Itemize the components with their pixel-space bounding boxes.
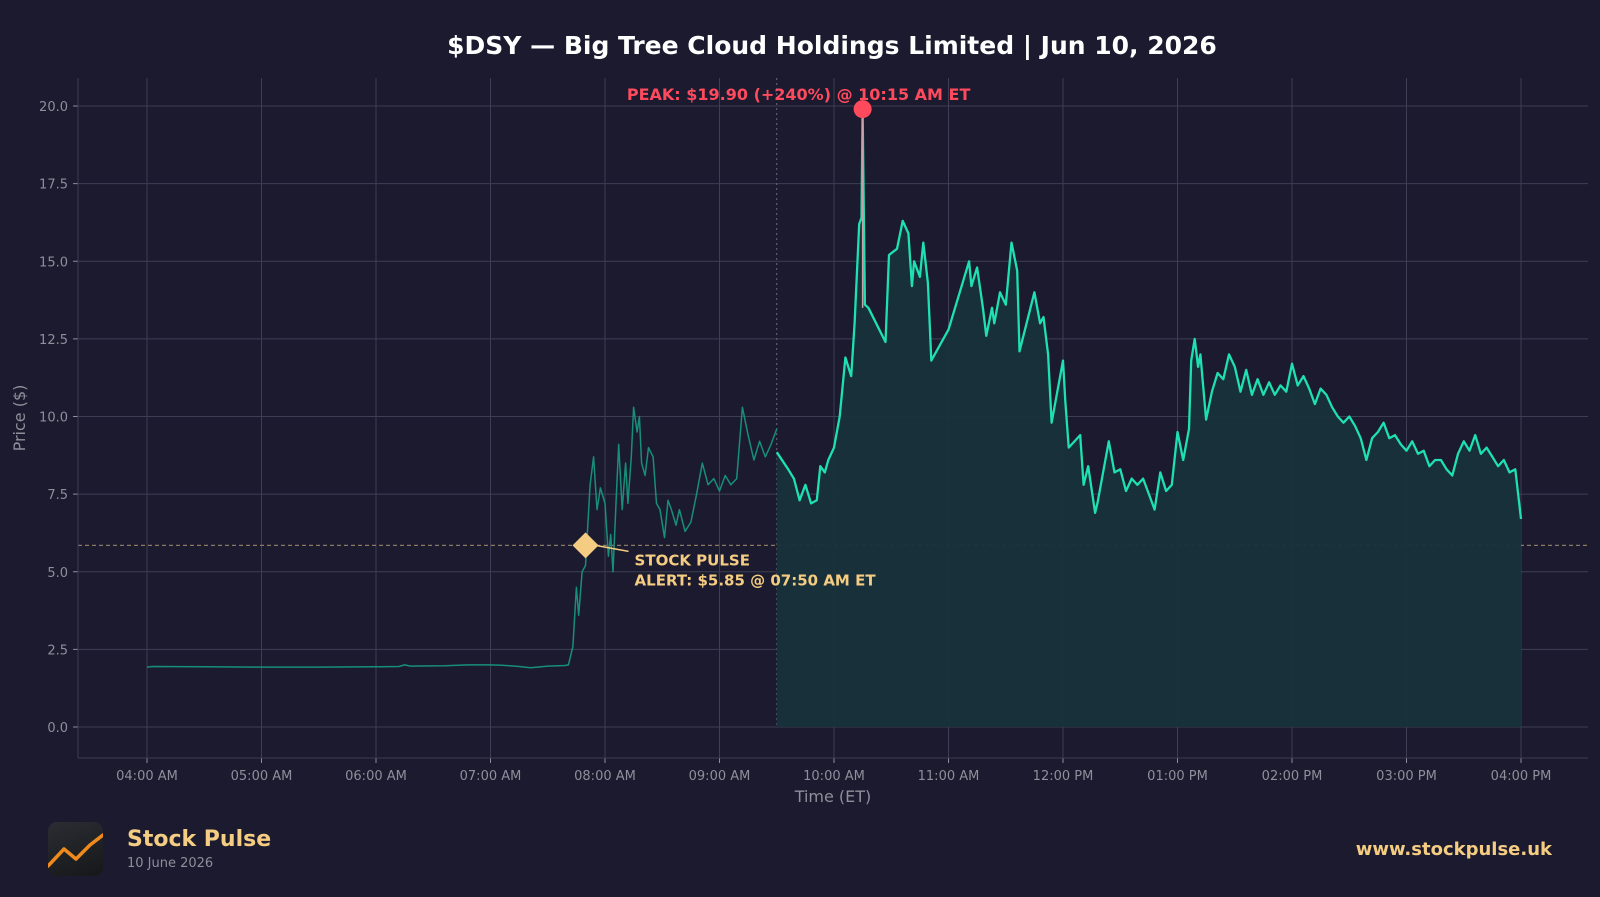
regular-session-fill bbox=[776, 109, 1521, 728]
y-tick-label: 0.0 bbox=[47, 721, 68, 736]
x-tick-label: 04:00 AM bbox=[116, 769, 178, 784]
chart-series bbox=[146, 107, 1523, 728]
footer-brand: Stock Pulse 10 June 2026 bbox=[48, 822, 271, 876]
x-tick-label: 09:00 AM bbox=[689, 769, 751, 784]
chart-title: $DSY — Big Tree Cloud Holdings Limited |… bbox=[447, 31, 1217, 60]
x-tick-label: 07:00 AM bbox=[460, 769, 522, 784]
y-tick-label: 15.0 bbox=[39, 255, 68, 270]
premarket-price-line bbox=[146, 406, 778, 669]
peak-label: PEAK: $19.90 (+240%) @ 10:15 AM ET bbox=[627, 85, 971, 104]
trend-line-icon bbox=[48, 822, 103, 876]
brand-name: Stock Pulse bbox=[127, 827, 272, 852]
x-tick-label: 02:00 PM bbox=[1262, 769, 1323, 784]
y-axis-label: Price ($) bbox=[10, 385, 29, 452]
peak-marker bbox=[853, 100, 872, 119]
chart-axes: 0.0 2.5 5.0 7.5 10.0 12.5 15.0 17.5 20.0 04:00 AM… bbox=[39, 78, 1588, 784]
x-tick-label: 03:00 PM bbox=[1376, 769, 1437, 784]
y-tick-label: 7.5 bbox=[47, 488, 68, 503]
x-tick-label: 01:00 PM bbox=[1147, 769, 1208, 784]
chart-annotations: PEAK: $19.90 (+240%) @ 10:15 AM ET STOCK … bbox=[572, 85, 971, 589]
x-tick-label: 12:00 PM bbox=[1033, 769, 1094, 784]
y-tick-label: 17.5 bbox=[39, 178, 68, 193]
y-tick-label: 5.0 bbox=[47, 566, 68, 581]
x-tick-label: 11:00 AM bbox=[918, 769, 980, 784]
x-axis-label: Time (ET) bbox=[794, 787, 872, 806]
alert-marker bbox=[572, 532, 599, 559]
x-tick-label: 10:00 AM bbox=[803, 769, 865, 784]
website-link[interactable]: www.stockpulse.uk bbox=[1355, 839, 1552, 860]
alert-label-detail: ALERT: $5.85 @ 07:50 AM ET bbox=[635, 571, 877, 589]
regular-price-line bbox=[775, 107, 1523, 520]
y-tick-label: 20.0 bbox=[39, 100, 68, 115]
y-tick-label: 10.0 bbox=[39, 411, 68, 426]
x-tick-label: 06:00 AM bbox=[345, 769, 407, 784]
x-tick-label: 05:00 AM bbox=[231, 769, 293, 784]
alert-label-title: STOCK PULSE bbox=[635, 551, 750, 569]
brand-date: 10 June 2026 bbox=[127, 856, 214, 871]
y-tick-label: 12.5 bbox=[39, 333, 68, 348]
x-tick-label: 08:00 AM bbox=[574, 769, 636, 784]
alert-pointer bbox=[595, 544, 629, 553]
y-tick-label: 2.5 bbox=[47, 643, 68, 658]
x-tick-label: 04:00 PM bbox=[1491, 769, 1552, 784]
